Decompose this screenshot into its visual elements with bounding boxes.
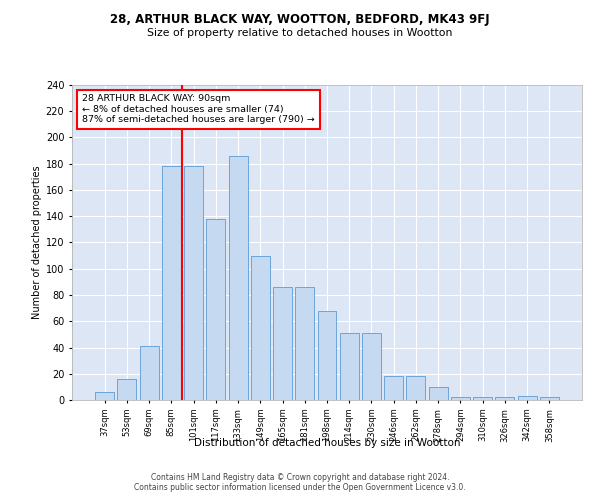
Bar bbox=[451, 398, 470, 400]
Text: Contains HM Land Registry data © Crown copyright and database right 2024.
Contai: Contains HM Land Registry data © Crown c… bbox=[134, 473, 466, 492]
Bar bbox=[229, 156, 248, 400]
Text: 28, ARTHUR BLACK WAY, WOOTTON, BEDFORD, MK43 9FJ: 28, ARTHUR BLACK WAY, WOOTTON, BEDFORD, … bbox=[110, 12, 490, 26]
Bar bbox=[429, 387, 448, 400]
Y-axis label: Number of detached properties: Number of detached properties bbox=[32, 166, 41, 320]
Bar bbox=[251, 256, 270, 400]
Bar bbox=[95, 392, 114, 400]
Bar bbox=[184, 166, 203, 400]
Bar bbox=[496, 398, 514, 400]
Bar bbox=[473, 398, 492, 400]
Bar bbox=[140, 346, 158, 400]
Bar bbox=[118, 379, 136, 400]
Bar bbox=[384, 376, 403, 400]
Bar bbox=[340, 333, 359, 400]
Bar bbox=[518, 396, 536, 400]
Bar bbox=[540, 398, 559, 400]
Text: 28 ARTHUR BLACK WAY: 90sqm
← 8% of detached houses are smaller (74)
87% of semi-: 28 ARTHUR BLACK WAY: 90sqm ← 8% of detac… bbox=[82, 94, 315, 124]
Bar bbox=[317, 310, 337, 400]
Bar bbox=[362, 333, 381, 400]
Bar bbox=[273, 287, 292, 400]
Bar bbox=[406, 376, 425, 400]
Bar bbox=[162, 166, 181, 400]
Bar bbox=[295, 287, 314, 400]
Bar bbox=[206, 219, 225, 400]
Text: Size of property relative to detached houses in Wootton: Size of property relative to detached ho… bbox=[148, 28, 452, 38]
Text: Distribution of detached houses by size in Wootton: Distribution of detached houses by size … bbox=[194, 438, 460, 448]
